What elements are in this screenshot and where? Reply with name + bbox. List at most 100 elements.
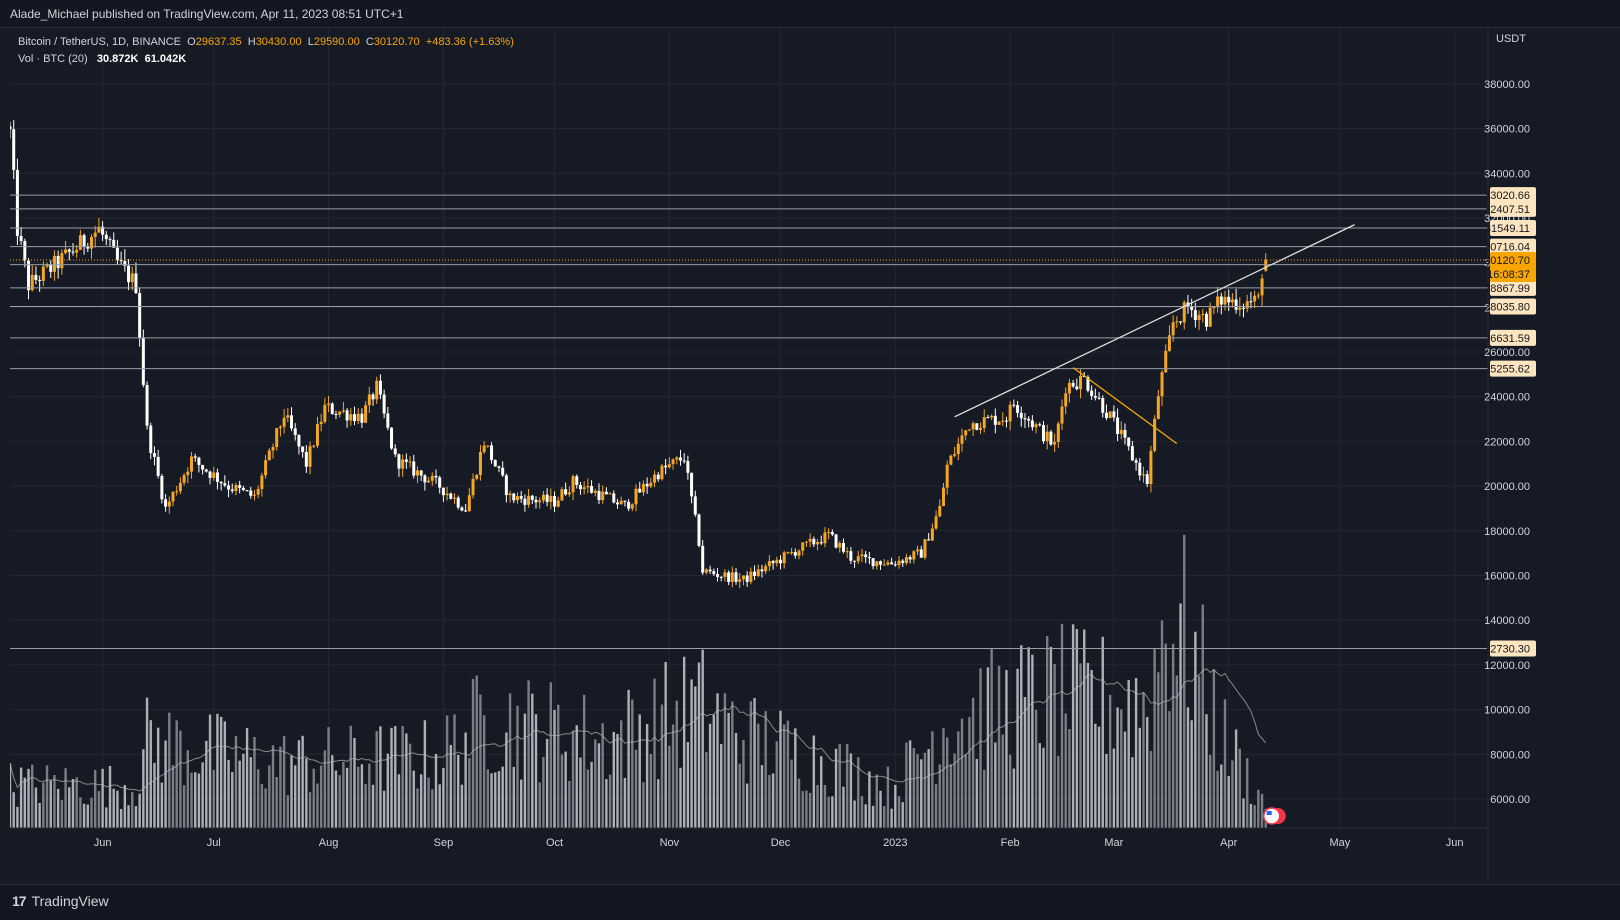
candle-body — [215, 472, 219, 482]
volume-bar — [486, 769, 490, 828]
level-label-bg — [1490, 360, 1536, 377]
volume-bar — [1212, 669, 1216, 828]
volume-bar — [494, 772, 497, 828]
volume-bar — [1023, 697, 1027, 828]
candle-body — [515, 496, 519, 501]
volume-bar — [431, 789, 434, 828]
candle-body — [819, 542, 823, 544]
volume-bar — [1083, 629, 1086, 828]
volume-bar — [119, 808, 123, 828]
candle-body — [671, 459, 675, 465]
volume-bar — [597, 743, 601, 828]
candle-body — [141, 338, 145, 385]
volume-bar — [527, 680, 530, 828]
candle-body — [582, 487, 586, 490]
candle-body — [467, 495, 471, 512]
low-label: L — [307, 36, 314, 48]
volume-bar — [1101, 636, 1104, 828]
volume-bar — [997, 665, 1001, 828]
volume-bar — [960, 718, 964, 828]
candle-body — [1216, 296, 1220, 308]
volume-bar — [457, 754, 460, 828]
candle-body — [1027, 418, 1031, 421]
chart-area[interactable]: USDT 6000.00 8000.00 10000.00 12000.00 14000.… — [10, 28, 1538, 883]
volume-bar — [449, 744, 453, 828]
candle-body — [45, 264, 49, 267]
candle-body — [264, 460, 268, 476]
symbol-name[interactable]: Bitcoin / TetherUS, 1D, BINANCE — [18, 36, 182, 48]
candle-body — [1008, 404, 1012, 422]
candle-body — [245, 490, 249, 492]
volume-bar — [538, 782, 541, 828]
candle-body — [1156, 396, 1160, 419]
volume-bar — [190, 772, 193, 828]
volume-bar — [642, 782, 645, 828]
volume-bar — [979, 668, 982, 828]
volume-bar — [1242, 798, 1245, 828]
candle-body — [41, 266, 45, 281]
candle-body — [286, 415, 290, 418]
level-label-bg — [1490, 200, 1536, 217]
volume-bar — [434, 754, 438, 828]
candle-body — [767, 561, 771, 567]
volume-bar — [475, 675, 478, 828]
volume-bar — [916, 754, 919, 828]
candle-body — [375, 380, 379, 400]
candle-body — [15, 169, 19, 237]
volume-bar — [1164, 643, 1167, 828]
candle-body — [553, 495, 557, 507]
volume-bar — [808, 792, 812, 828]
candle-body — [412, 461, 416, 476]
tradingview-logo[interactable]: 17 TradingView — [12, 893, 109, 909]
candle-body — [764, 566, 768, 572]
candle-body — [930, 528, 934, 541]
candle-body — [871, 558, 875, 567]
candle-body — [953, 454, 957, 456]
volume-bar — [194, 772, 197, 828]
candle-body — [82, 235, 86, 247]
candle-body — [138, 293, 142, 339]
volume-bar — [571, 730, 575, 828]
close-value: 30120.70 — [373, 36, 420, 48]
time-tick-label: Jul — [207, 837, 221, 849]
candle-body — [1142, 474, 1146, 476]
candle-body — [1079, 375, 1083, 390]
volume-bar — [1260, 793, 1264, 828]
tradingview-logo-icon: 17 — [12, 893, 27, 909]
time-tick-label: Sep — [434, 837, 454, 849]
candle-body — [34, 274, 38, 280]
volume-bar — [42, 782, 45, 828]
volume-bar — [345, 767, 349, 828]
volume-bar — [64, 768, 67, 828]
candle-body — [304, 452, 308, 467]
candle-body — [1167, 335, 1171, 351]
candle-body — [867, 557, 871, 559]
volume-bar — [175, 720, 178, 828]
candle-body — [938, 506, 942, 517]
candle-body — [549, 495, 553, 502]
candle-body — [475, 475, 479, 479]
volume-bar — [931, 731, 934, 828]
candle-body — [1067, 382, 1071, 394]
volume-label[interactable]: Vol · BTC (20) — [18, 53, 88, 65]
volume-bar — [805, 790, 808, 828]
volume-bar — [245, 727, 249, 828]
candle-body — [960, 435, 964, 444]
volume-bar — [1034, 709, 1038, 828]
trend-line — [954, 224, 1355, 418]
candle-body — [641, 483, 645, 493]
volume-bar — [575, 725, 578, 828]
candle-body — [808, 538, 812, 542]
candle-body — [275, 428, 279, 448]
level-label-bg — [1490, 329, 1536, 346]
volume-bar — [782, 724, 786, 828]
candle-body — [1123, 429, 1127, 438]
candle-body — [686, 461, 690, 473]
volume-bar — [797, 778, 801, 828]
candle-body — [1182, 302, 1186, 323]
volume-bar — [197, 773, 201, 828]
volume-bar — [349, 725, 352, 828]
volume-bar — [394, 726, 397, 828]
price-chart[interactable]: USDT 6000.00 8000.00 10000.00 12000.00 14000.… — [10, 28, 1538, 883]
volume-bar — [845, 743, 849, 828]
